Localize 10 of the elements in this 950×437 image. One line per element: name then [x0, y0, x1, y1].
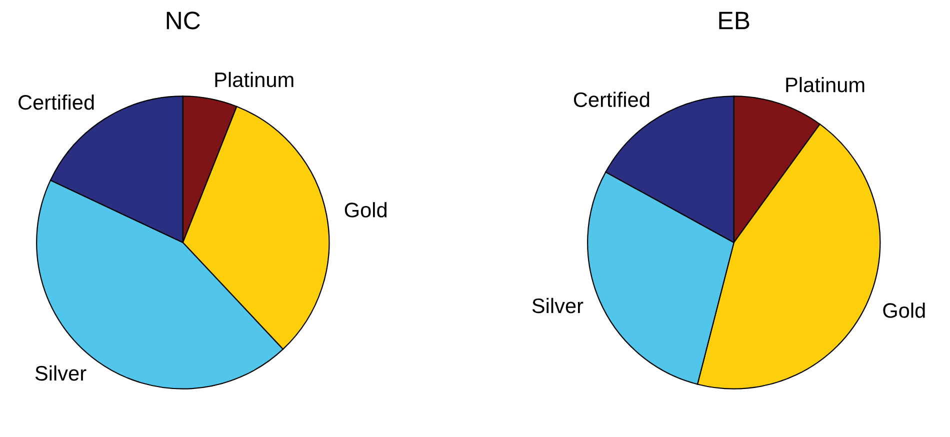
slice-label: Certified [18, 94, 94, 110]
slice-label: Silver [35, 365, 86, 381]
slice-label: Platinum [215, 72, 294, 88]
slice-label: Gold [883, 302, 925, 318]
slice-label: Certified [574, 92, 650, 108]
slice-label: Gold [344, 202, 386, 218]
chart-title: EB [719, 12, 750, 30]
slice-label: Silver [532, 298, 584, 314]
chart-title: NC [166, 12, 200, 30]
slice-label: Platinum [786, 76, 864, 92]
